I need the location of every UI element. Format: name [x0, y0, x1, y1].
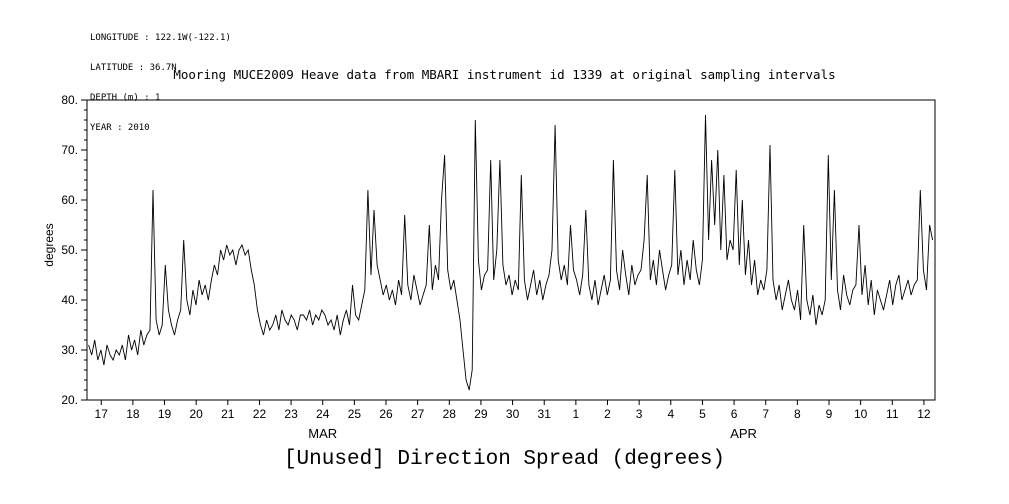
x-tick-label: 7: [762, 407, 769, 421]
metadata-latitude: LATITUDE : 36.7N: [90, 63, 177, 73]
y-tick-label: 80.: [61, 93, 78, 107]
x-tick-label: 31: [538, 407, 552, 421]
x-tick-label: 4: [667, 407, 674, 421]
x-tick-label: 6: [731, 407, 738, 421]
x-tick-label: 17: [95, 407, 109, 421]
x-tick-label: 1: [573, 407, 580, 421]
x-tick-label: 28: [443, 407, 457, 421]
x-tick-label: 20: [189, 407, 203, 421]
x-tick-label: 22: [253, 407, 267, 421]
plot-frame: [86, 99, 936, 401]
x-tick-label: 2: [604, 407, 611, 421]
metadata-year: YEAR : 2010: [90, 123, 150, 133]
y-tick-label: 30.: [61, 343, 78, 357]
x-tick-label: 24: [316, 407, 330, 421]
plot-title: Mooring MUCE2009 Heave data from MBARI i…: [173, 67, 836, 82]
x-tick-label: 19: [158, 407, 172, 421]
x-tick-label: 12: [917, 407, 931, 421]
x-tick-label: 10: [854, 407, 868, 421]
y-tick-label: 20.: [61, 393, 78, 407]
x-tick-label: 25: [348, 407, 362, 421]
x-tick-label: 21: [221, 407, 235, 421]
month-label: MAR: [308, 426, 337, 441]
y-tick-label: 40.: [61, 293, 78, 307]
x-tick-label: 29: [474, 407, 488, 421]
x-tick-label: 11: [886, 407, 899, 421]
caption: [Unused] Direction Spread (degrees): [283, 448, 726, 471]
metadata-depth: DEPTH (m) : 1: [90, 93, 161, 103]
y-tick-label: 50.: [61, 243, 78, 257]
x-tick-label: 27: [411, 407, 425, 421]
x-tick-label: 23: [284, 407, 298, 421]
x-tick-label: 26: [379, 407, 393, 421]
x-tick-label: 30: [506, 407, 520, 421]
x-tick-label: 18: [126, 407, 140, 421]
x-tick-label: 5: [699, 407, 706, 421]
data-line: [88, 114, 934, 391]
x-tick-label: 8: [794, 407, 801, 421]
metadata-longitude: LONGITUDE : 122.1W(-122.1): [90, 33, 231, 43]
x-tick-label: 3: [636, 407, 643, 421]
metadata-block: LONGITUDE : 122.1W(-122.1) LATITUDE : 36…: [90, 13, 231, 153]
month-label: APR: [730, 426, 757, 441]
y-tick-label: 60.: [61, 193, 78, 207]
y-tick-label: 70.: [61, 143, 78, 157]
x-tick-label: 9: [826, 407, 833, 421]
